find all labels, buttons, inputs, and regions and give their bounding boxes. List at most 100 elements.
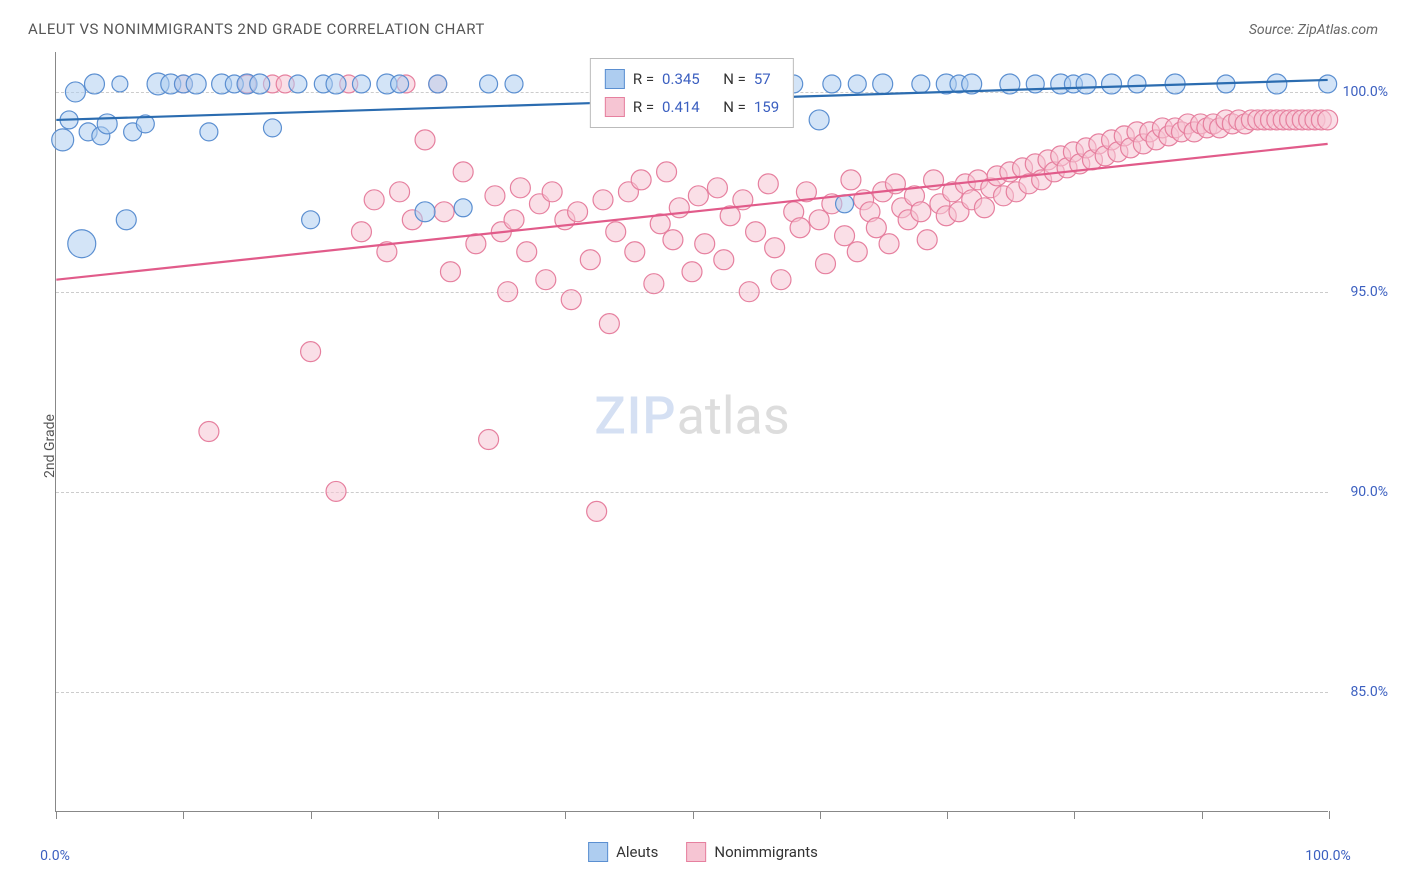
- data-point: [657, 162, 677, 182]
- data-point: [593, 190, 613, 210]
- data-point: [917, 230, 937, 250]
- data-point: [746, 222, 766, 242]
- xtick: [693, 811, 694, 819]
- data-point: [707, 178, 727, 198]
- data-point: [835, 226, 855, 246]
- data-point: [836, 195, 854, 213]
- data-point: [116, 210, 136, 230]
- data-point: [587, 501, 607, 521]
- data-point: [688, 186, 708, 206]
- legend-r-prefix: R =: [633, 98, 654, 116]
- data-point: [841, 170, 861, 190]
- legend-r-value: 0.414: [662, 98, 700, 116]
- data-point: [504, 210, 524, 230]
- correlation-legend: R = 0.345 N = 57 R = 0.414 N = 159: [590, 58, 794, 128]
- xtick: [1202, 811, 1203, 819]
- data-point: [415, 130, 435, 150]
- data-point: [97, 114, 117, 134]
- data-point: [52, 129, 74, 151]
- data-point: [301, 342, 321, 362]
- data-point: [873, 74, 893, 94]
- legend-n-value: 159: [754, 98, 779, 116]
- data-point: [415, 202, 435, 222]
- data-point: [823, 75, 841, 93]
- data-point: [848, 75, 866, 93]
- data-point: [326, 481, 346, 501]
- data-point: [739, 282, 759, 302]
- xtick: [1329, 811, 1330, 819]
- data-point: [440, 262, 460, 282]
- source-label: Source: ZipAtlas.com: [1249, 22, 1378, 38]
- data-point: [663, 230, 683, 250]
- data-point: [606, 222, 626, 242]
- data-point: [68, 230, 96, 258]
- data-point: [485, 186, 505, 206]
- data-point: [429, 75, 447, 93]
- data-point: [391, 75, 409, 93]
- data-point: [912, 75, 930, 93]
- ytick-label: 85.0%: [1350, 684, 1388, 700]
- data-point: [911, 202, 931, 222]
- data-point: [351, 222, 371, 242]
- trend-line: [56, 144, 1327, 280]
- data-point: [695, 234, 715, 254]
- data-point: [974, 198, 994, 218]
- data-point: [1128, 75, 1146, 93]
- data-point: [790, 218, 810, 238]
- plot-area: ZIPatlas R = 0.345 N = 57 R = 0.414 N = …: [55, 52, 1328, 812]
- data-point: [84, 74, 104, 94]
- chart-container: ALEUT VS NONIMMIGRANTS 2ND GRADE CORRELA…: [0, 0, 1406, 892]
- x-min-label: 0.0%: [40, 848, 70, 864]
- series-label: Nonimmigrants: [714, 843, 817, 861]
- data-point: [866, 218, 886, 238]
- data-point: [263, 119, 281, 137]
- data-point: [250, 74, 270, 94]
- legend-r-prefix: R =: [633, 70, 654, 88]
- data-point: [390, 182, 410, 202]
- legend-n-value: 57: [754, 70, 771, 88]
- ytick-label: 95.0%: [1350, 284, 1388, 300]
- legend-n-prefix: N =: [723, 70, 746, 88]
- xtick: [56, 811, 57, 819]
- series-legend: Aleuts Nonimmigrants: [588, 842, 818, 862]
- legend-swatch: [605, 69, 625, 89]
- xtick: [183, 811, 184, 819]
- data-point: [568, 202, 588, 222]
- data-point: [771, 270, 791, 290]
- data-point: [199, 422, 219, 442]
- data-point: [289, 75, 307, 93]
- x-max-label: 100.0%: [1305, 848, 1350, 864]
- data-point: [625, 242, 645, 262]
- legend-n-prefix: N =: [723, 98, 746, 116]
- data-point: [505, 75, 523, 93]
- legend-r-value: 0.345: [662, 70, 700, 88]
- data-point: [352, 75, 370, 93]
- xtick: [438, 811, 439, 819]
- data-point: [1076, 74, 1096, 94]
- legend-swatch: [588, 842, 608, 862]
- data-point: [809, 110, 829, 130]
- data-point: [714, 250, 734, 270]
- data-point: [682, 262, 702, 282]
- legend-swatch: [686, 842, 706, 862]
- data-point: [454, 199, 472, 217]
- data-point: [453, 162, 473, 182]
- chart-title: ALEUT VS NONIMMIGRANTS 2ND GRADE CORRELA…: [28, 20, 485, 38]
- data-point: [879, 234, 899, 254]
- xtick: [947, 811, 948, 819]
- data-point: [302, 211, 320, 229]
- data-point: [644, 274, 664, 294]
- ytick-label: 90.0%: [1350, 484, 1388, 500]
- xtick: [311, 811, 312, 819]
- series-legend-item: Aleuts: [588, 842, 658, 862]
- data-point: [847, 242, 867, 262]
- series-legend-item: Nonimmigrants: [686, 842, 817, 862]
- legend-row: R = 0.345 N = 57: [605, 65, 779, 93]
- data-point: [1267, 74, 1287, 94]
- data-point: [1102, 74, 1122, 94]
- data-point: [326, 74, 346, 94]
- data-point: [65, 82, 85, 102]
- xtick: [565, 811, 566, 819]
- data-point: [498, 282, 518, 302]
- data-point: [561, 290, 581, 310]
